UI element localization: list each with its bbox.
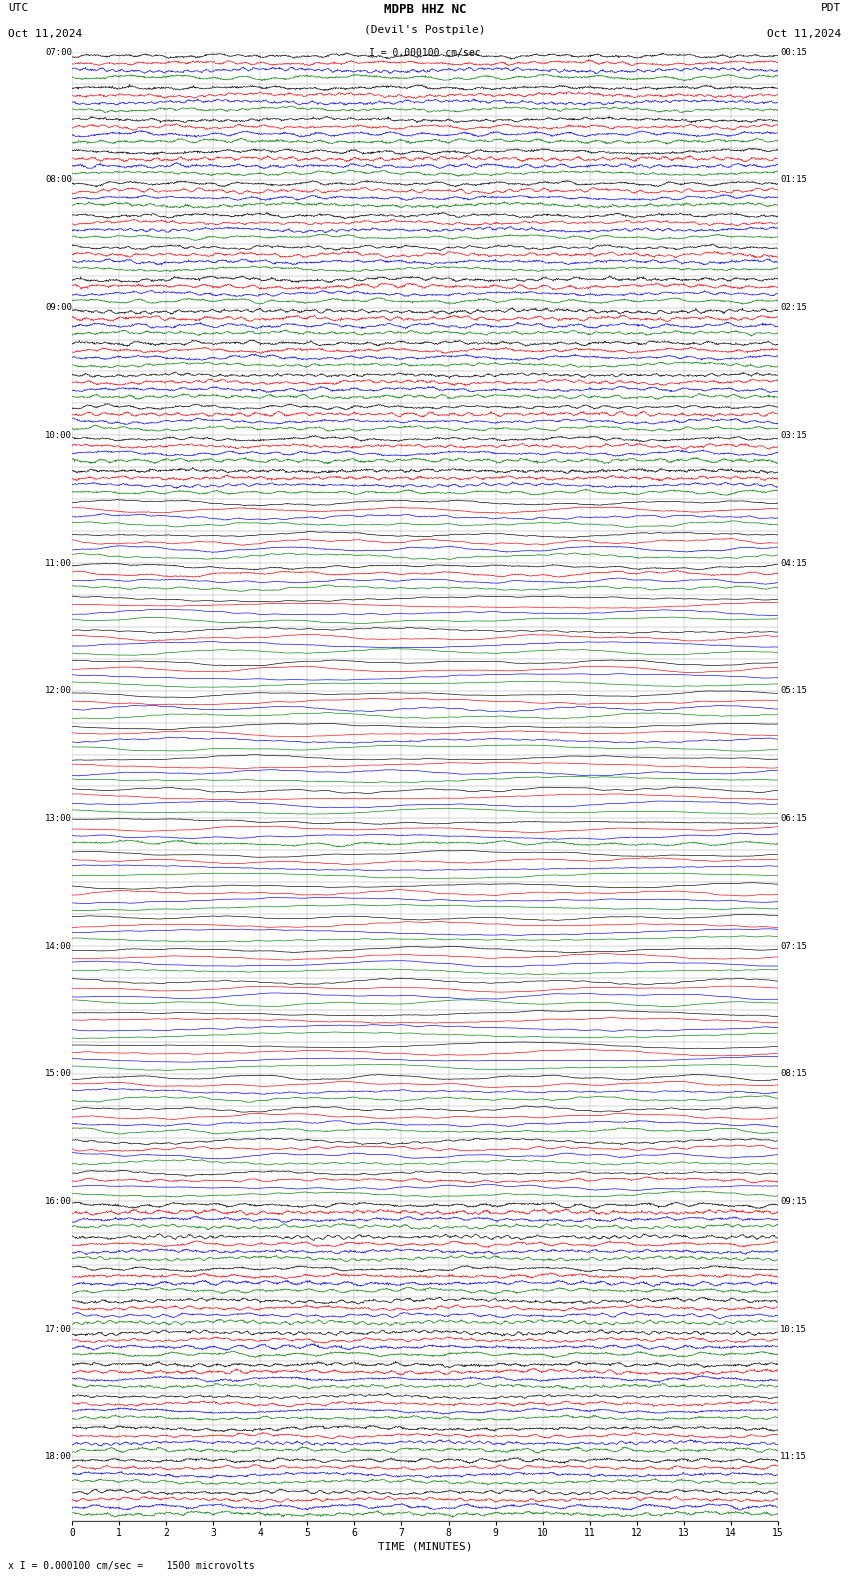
Text: 16:00: 16:00 [45,1198,72,1205]
Text: 18:00: 18:00 [45,1453,72,1462]
Text: 10:00: 10:00 [45,431,72,440]
Text: PDT: PDT [821,3,842,13]
Text: 02:15: 02:15 [780,303,807,312]
Text: 13:00: 13:00 [45,814,72,822]
Text: 11:00: 11:00 [45,559,72,567]
Text: Oct 11,2024: Oct 11,2024 [768,29,842,38]
Text: x I = 0.000100 cm/sec =    1500 microvolts: x I = 0.000100 cm/sec = 1500 microvolts [8,1562,255,1571]
Text: I = 0.000100 cm/sec: I = 0.000100 cm/sec [369,48,481,57]
Text: 04:15: 04:15 [780,559,807,567]
Text: 12:00: 12:00 [45,686,72,695]
Text: 08:00: 08:00 [45,176,72,184]
Text: (Devil's Postpile): (Devil's Postpile) [365,25,485,35]
Text: 03:15: 03:15 [780,431,807,440]
Text: 05:15: 05:15 [780,686,807,695]
Text: 17:00: 17:00 [45,1324,72,1334]
Text: 07:15: 07:15 [780,941,807,950]
X-axis label: TIME (MINUTES): TIME (MINUTES) [377,1541,473,1552]
Text: 14:00: 14:00 [45,941,72,950]
Text: 06:15: 06:15 [780,814,807,822]
Text: Oct 11,2024: Oct 11,2024 [8,29,82,38]
Text: 09:00: 09:00 [45,303,72,312]
Text: 00:15: 00:15 [780,48,807,57]
Text: 10:15: 10:15 [780,1324,807,1334]
Text: 08:15: 08:15 [780,1069,807,1079]
Text: 07:00: 07:00 [45,48,72,57]
Text: UTC: UTC [8,3,29,13]
Text: 11:15: 11:15 [780,1453,807,1462]
Text: 01:15: 01:15 [780,176,807,184]
Text: 15:00: 15:00 [45,1069,72,1079]
Text: 09:15: 09:15 [780,1198,807,1205]
Text: MDPB HHZ NC: MDPB HHZ NC [383,3,467,16]
